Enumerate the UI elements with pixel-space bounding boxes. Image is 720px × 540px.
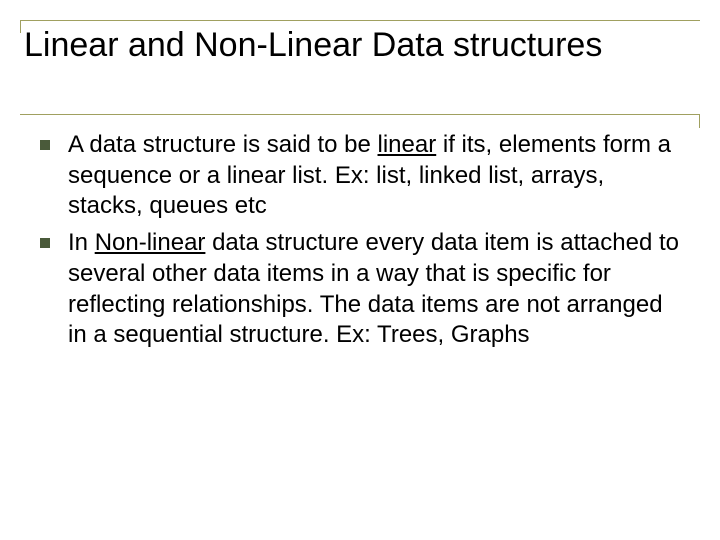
bullet-text: A data structure is said to be linear if… xyxy=(68,130,680,222)
bullet-square-icon xyxy=(40,238,50,248)
list-item: A data structure is said to be linear if… xyxy=(40,130,680,222)
emphasis-term: linear xyxy=(378,131,437,158)
list-item: In Non-linear data structure every data … xyxy=(40,228,680,351)
bullet-text: In Non-linear data structure every data … xyxy=(68,228,680,351)
text-run: In xyxy=(68,229,95,256)
body-content: A data structure is said to be linear if… xyxy=(40,130,680,357)
title-block: Linear and Non-Linear Data structures xyxy=(20,12,700,71)
bullet-square-icon xyxy=(40,140,50,150)
title-rule-bottom-drop xyxy=(699,114,700,128)
text-run: A data structure is said to be xyxy=(68,131,378,158)
slide: Linear and Non-Linear Data structures A … xyxy=(0,0,720,540)
title-rule-bottom xyxy=(20,114,700,115)
emphasis-term: Non-linear xyxy=(95,229,206,256)
slide-title: Linear and Non-Linear Data structures xyxy=(20,12,700,71)
